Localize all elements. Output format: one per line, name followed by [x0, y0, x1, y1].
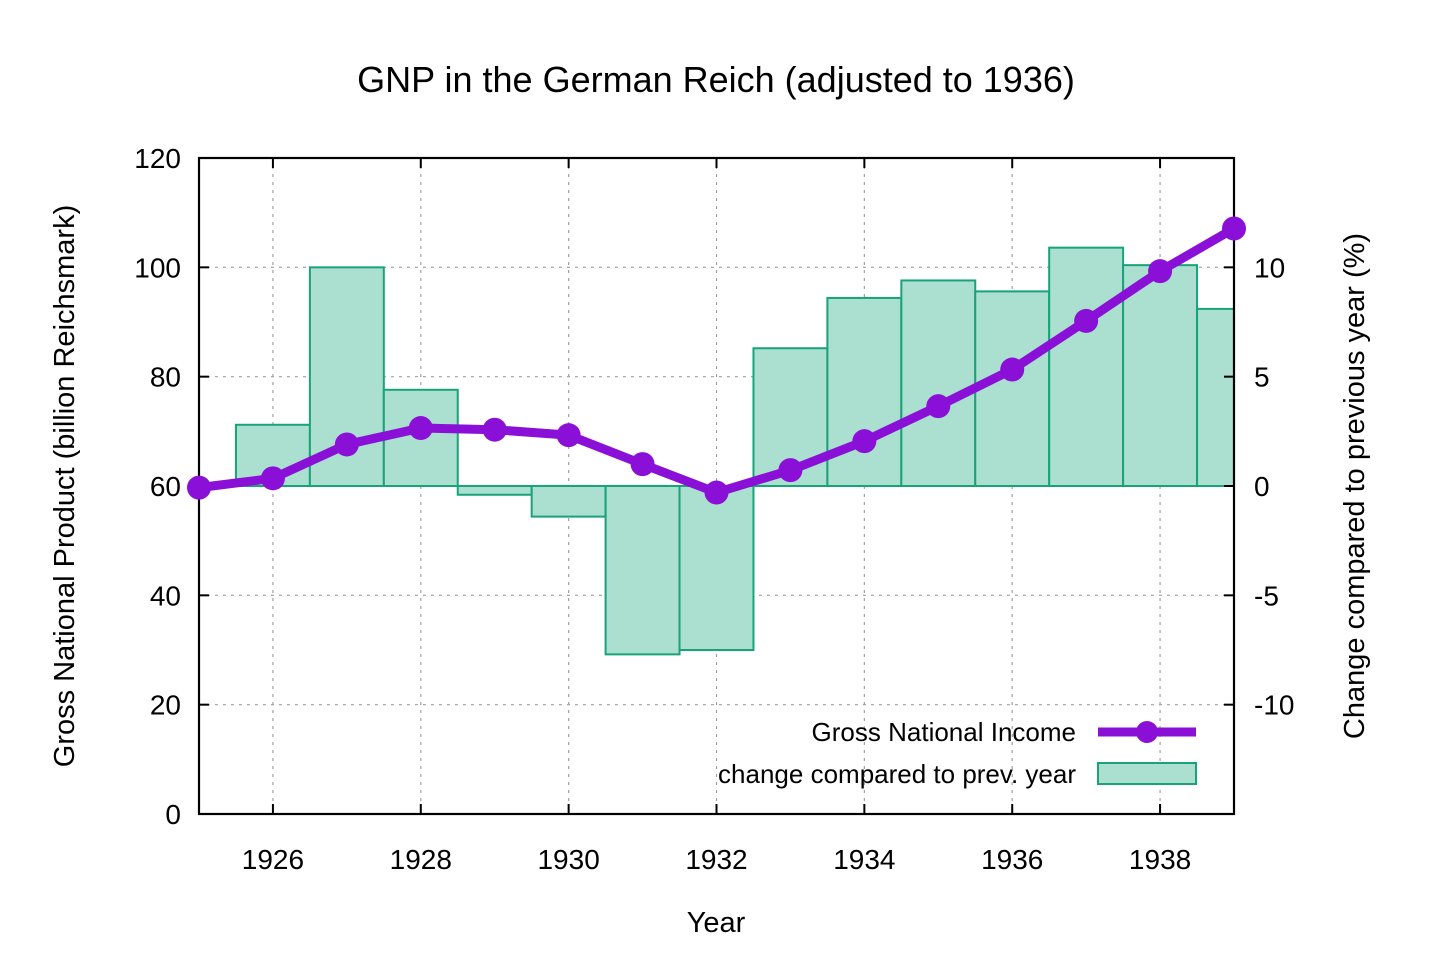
- bar-group: [234, 246, 1234, 656]
- legend-swatch-change: [1097, 762, 1197, 785]
- bar-change-1937: [1048, 246, 1125, 487]
- y-tick-label-left: 20: [150, 690, 181, 721]
- gni-point-1933: [778, 458, 803, 483]
- legend-swatch-gni-point: [1136, 721, 1158, 743]
- gni-point-1930: [556, 423, 581, 448]
- gni-point-1929: [482, 417, 507, 442]
- y-tick-label-right: 5: [1254, 362, 1270, 393]
- bar-change-1938: [1122, 264, 1199, 487]
- bar-change-1934: [826, 296, 903, 487]
- y-tick-label-left: 80: [150, 362, 181, 393]
- bar-change-1936: [974, 290, 1051, 487]
- legend-label-change: change compared to prev. year: [718, 759, 1076, 789]
- gni-point-1931: [630, 452, 655, 477]
- y-tick-label-left: 40: [150, 580, 181, 611]
- y-axis-label-right: Change compared to previous year (%): [1339, 233, 1371, 739]
- gni-point-1938: [1148, 259, 1173, 284]
- gni-point-1935: [926, 394, 951, 419]
- legend: Gross National Income change compared to…: [718, 717, 1197, 789]
- gni-point-1927: [334, 432, 359, 457]
- x-tick-label: 1930: [537, 844, 599, 875]
- chart-title: GNP in the German Reich (adjusted to 193…: [357, 59, 1075, 100]
- gni-point-1932: [704, 480, 729, 505]
- y-tick-label-left: 60: [150, 471, 181, 502]
- x-tick-label: 1936: [981, 844, 1043, 875]
- x-tick-label: 1928: [390, 844, 452, 875]
- bar-change-1935: [900, 279, 977, 487]
- gni-point-1934: [852, 429, 877, 454]
- gni-point-1939: [1222, 216, 1246, 241]
- y-tick-label-right: -10: [1254, 690, 1294, 721]
- bar-change-1931: [604, 485, 681, 656]
- x-tick-label: 1926: [242, 844, 304, 875]
- y-tick-label-left: 120: [134, 143, 181, 174]
- gni-point-1928: [408, 416, 433, 441]
- x-tick-label: 1934: [833, 844, 895, 875]
- x-tick-label: 1938: [1129, 844, 1191, 875]
- gni-point-1936: [1000, 357, 1025, 382]
- bar-change-1939: [1196, 307, 1234, 487]
- y-tick-label-right: 10: [1254, 252, 1285, 283]
- gni-point-1937: [1074, 308, 1099, 333]
- legend-label-gni: Gross National Income: [812, 717, 1076, 747]
- y-tick-label-left: 0: [165, 799, 181, 830]
- tick-labels: 1926 1928 1930 1932 1934 1936 1938020406080100…: [134, 143, 1294, 875]
- line-series: [187, 216, 1246, 505]
- bar-change-1929: [456, 485, 533, 496]
- y-tick-label-left: 100: [134, 252, 181, 283]
- gni-point-1925: [187, 475, 211, 500]
- y-tick-label-right: 0: [1254, 471, 1270, 502]
- bar-change-1930: [530, 485, 607, 518]
- y-tick-label-right: -5: [1254, 580, 1279, 611]
- bar-series: [234, 246, 1234, 656]
- x-tick-label: 1932: [685, 844, 747, 875]
- bar-change-1932: [678, 485, 755, 651]
- x-axis-label: Year: [687, 907, 746, 939]
- gni-point-1926: [260, 466, 285, 491]
- y-axis-label-left: Gross National Product (billion Reichsma…: [49, 205, 81, 767]
